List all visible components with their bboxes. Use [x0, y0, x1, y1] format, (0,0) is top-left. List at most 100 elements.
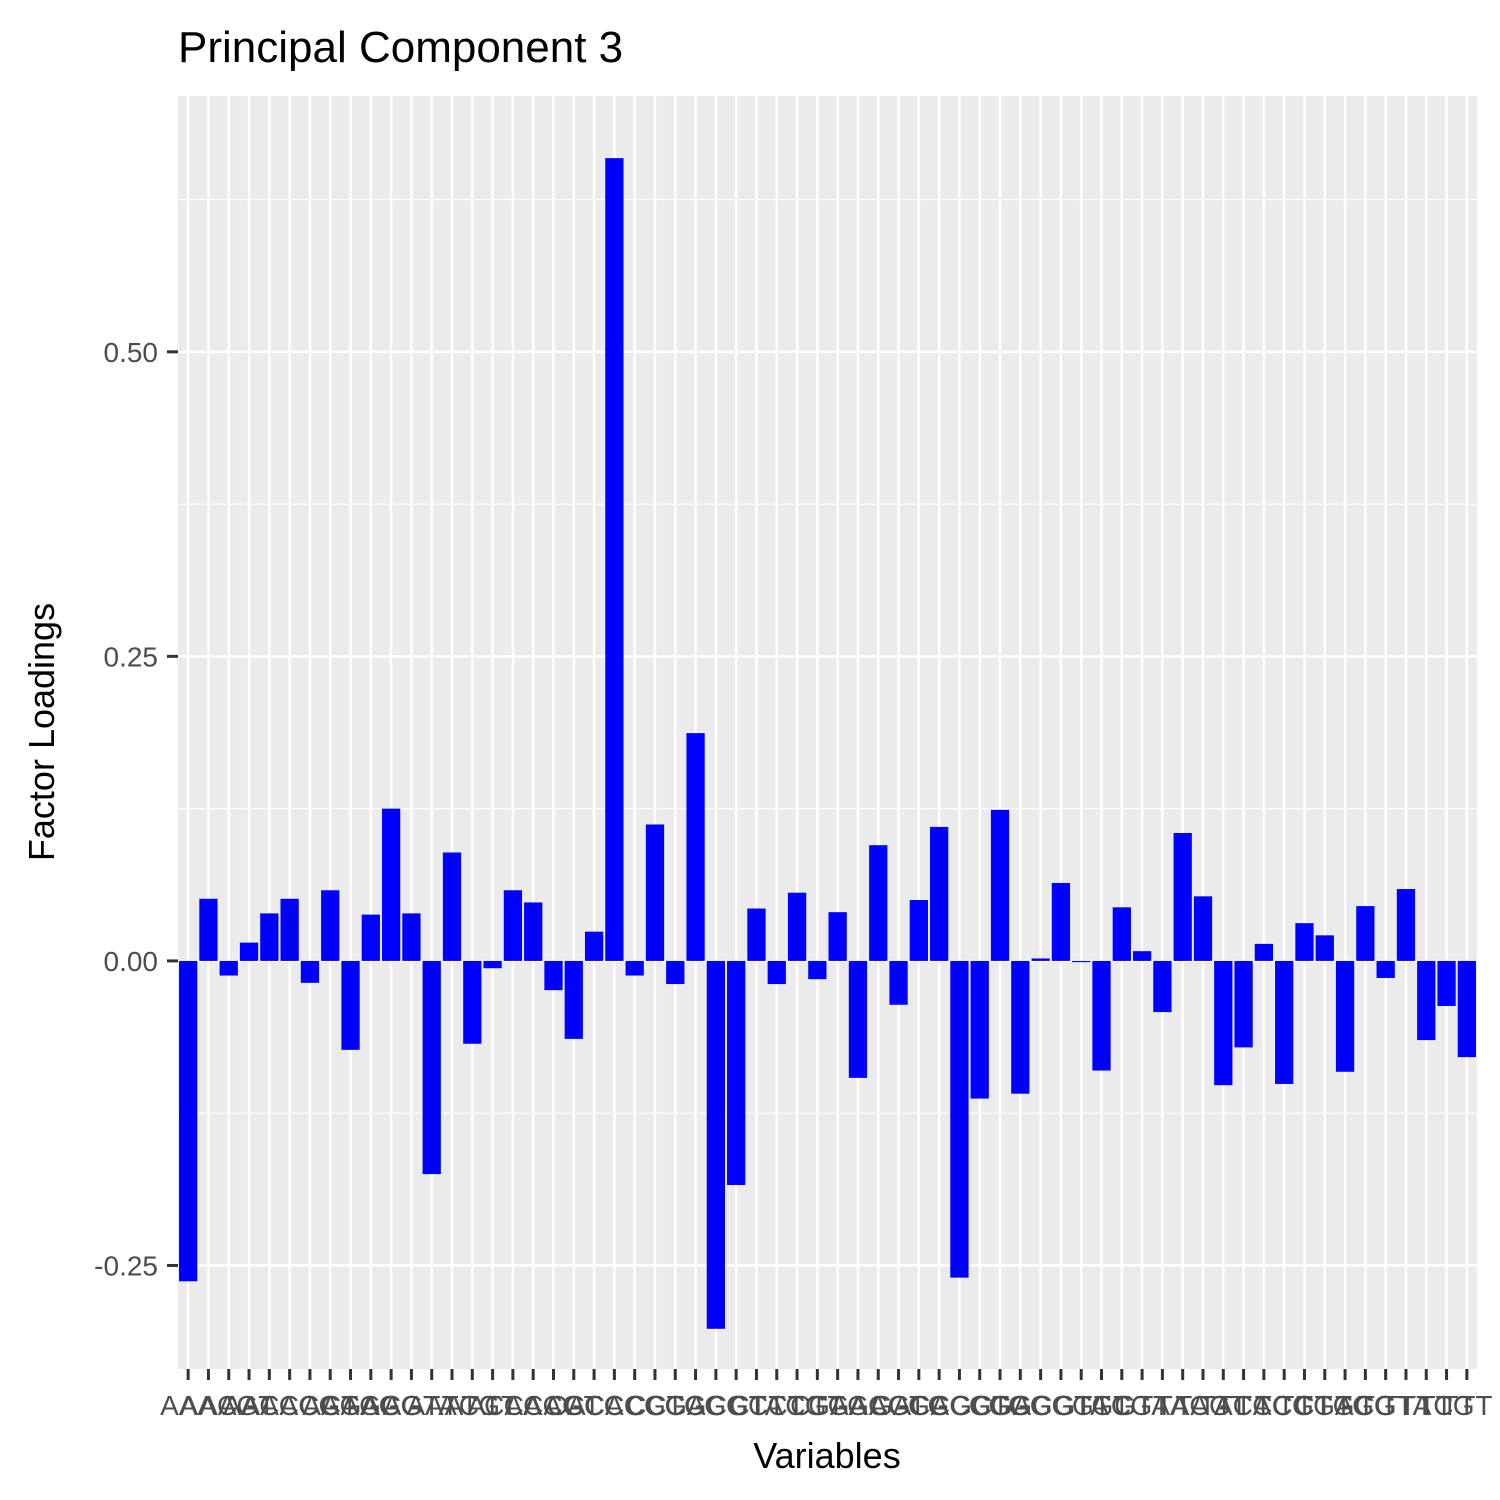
bar-ACG: [300, 960, 320, 983]
bar-AAA: [179, 960, 198, 1282]
x-tick-label-CAT: CAT: [547, 1390, 601, 1421]
x-tick-label-TTA: TTA: [1381, 1390, 1432, 1421]
x-tick-label-CCT: CCT: [626, 1390, 684, 1421]
bar-TGT: [1376, 960, 1395, 978]
bars: [179, 158, 1476, 1329]
x-axis-title: Variables: [753, 1435, 900, 1476]
x-tick-label-AAC: AAC: [180, 1390, 238, 1421]
bar-AAC: [199, 898, 218, 961]
bar-TAT: [1214, 960, 1233, 1086]
x-tick-label-CGG: CGG: [684, 1390, 748, 1421]
x-tick-label-TGA: TGA: [1296, 1390, 1354, 1421]
x-tick-label-TAT: TAT: [1199, 1390, 1248, 1421]
x-tick-label-AAG: AAG: [199, 1390, 258, 1421]
x-tick-label-TGC: TGC: [1316, 1390, 1375, 1421]
bar-TGC: [1335, 960, 1355, 1072]
chart-title: Principal Component 3: [178, 23, 623, 72]
bar-ATA: [422, 960, 441, 1175]
bar-CAA: [503, 890, 523, 961]
x-tick-label-TAC: TAC: [1156, 1390, 1210, 1421]
bar-GTG: [1112, 907, 1131, 961]
x-tick-label-CAG: CAG: [523, 1390, 584, 1421]
bar-TAC: [1173, 833, 1192, 961]
bar-CTG: [787, 892, 807, 961]
bar-TTC: [1417, 960, 1436, 1041]
x-tick-label-AGT: AGT: [383, 1390, 441, 1421]
bar-CGG: [706, 960, 726, 1329]
bar-ACA: [260, 913, 279, 961]
bar-GAG: [869, 845, 888, 961]
bar-CAC: [524, 902, 543, 961]
x-tick-label-GAC: GAC: [828, 1390, 889, 1421]
x-tick-label-TCG: TCG: [1255, 1390, 1314, 1421]
x-tick-label-ATG: ATG: [445, 1390, 500, 1421]
bar-TGG: [1356, 906, 1375, 961]
x-tick-label-ACG: ACG: [280, 1390, 341, 1421]
bar-AGC: [361, 914, 380, 961]
bar-GGT: [1051, 882, 1071, 961]
y-axis: -0.25 0.00 0.25 0.50: [94, 337, 178, 1281]
y-tick-label: 0.00: [104, 946, 159, 977]
x-tick-label-AGA: AGA: [321, 1390, 380, 1421]
bar-GAT: [889, 960, 908, 1005]
x-tick-label-GAA: GAA: [808, 1390, 867, 1421]
bar-AGA: [341, 960, 360, 1050]
bar-CAG: [544, 960, 563, 991]
x-tick-label-TCA: TCA: [1216, 1390, 1272, 1421]
x-tick-label-CGC: CGC: [664, 1390, 726, 1421]
y-axis-title: Factor Loadings: [21, 603, 62, 861]
x-tick-label-CCC: CCC: [584, 1390, 645, 1421]
x-tick-label-TCT: TCT: [1277, 1390, 1331, 1421]
y-tick-label: 0.50: [104, 337, 159, 368]
bar-TGA: [1315, 935, 1334, 961]
x-tick-label-GGC: GGC: [988, 1390, 1052, 1421]
x-tick-label-ATA: ATA: [407, 1390, 458, 1421]
x-tick-label-CTT: CTT: [790, 1390, 844, 1421]
bar-ATC: [442, 852, 462, 961]
x-tick-label-GGA: GGA: [969, 1390, 1032, 1421]
x-tick-label-TAA: TAA: [1136, 1390, 1189, 1421]
x-tick-label-GGG: GGG: [1008, 1390, 1073, 1421]
x-tick-label-AAT: AAT: [223, 1390, 275, 1421]
bar-ATG: [463, 960, 482, 1044]
x-tick-label-GGT: GGT: [1031, 1390, 1092, 1421]
x-tick-label-GCG: GCG: [928, 1390, 992, 1421]
bar-TCG: [1275, 960, 1294, 1084]
bar-GCT: [970, 960, 989, 1099]
x-tick-label-CTG: CTG: [768, 1390, 827, 1421]
bar-GCC: [929, 826, 949, 961]
bar-AGT: [402, 913, 421, 961]
bar-TTG: [1437, 960, 1456, 1006]
bar-ACT: [321, 890, 340, 961]
bar-GTA: [1072, 960, 1091, 963]
bar-GAC: [848, 960, 868, 1078]
bar-TAG: [1193, 896, 1213, 961]
y-tick-label: 0.25: [104, 641, 159, 672]
x-tick-label-TTG: TTG: [1419, 1390, 1475, 1421]
bar-GCG: [950, 960, 969, 1278]
bar-CCT: [645, 824, 665, 961]
bar-CCA: [584, 931, 604, 961]
x-tick-label-GTC: GTC: [1072, 1390, 1131, 1421]
bar-CGC: [686, 733, 705, 961]
bar-GGC: [1011, 960, 1030, 1094]
bar-GTT: [1132, 951, 1152, 961]
bar-CGT: [727, 960, 746, 1186]
x-tick-label-GTG: GTG: [1091, 1390, 1152, 1421]
bar-GAA: [828, 912, 847, 961]
bar-ACC: [280, 898, 299, 961]
x-tick-label-ACT: ACT: [302, 1390, 358, 1421]
bar-TCA: [1234, 960, 1253, 1048]
bar-GGG: [1031, 958, 1050, 961]
bar-AAG: [219, 960, 238, 976]
x-tick-label-TGG: TGG: [1335, 1390, 1396, 1421]
x-tick-label-AAA: AAA: [160, 1390, 216, 1421]
x-tick-label-TGT: TGT: [1358, 1390, 1414, 1421]
bar-GGA: [990, 809, 1010, 961]
bar-AAT: [239, 942, 259, 961]
bar-CTC: [767, 960, 786, 985]
x-tick-label-GAG: GAG: [847, 1390, 909, 1421]
x-tick-label-TTC: TTC: [1399, 1390, 1453, 1421]
x-tick-label-GCC: GCC: [908, 1390, 970, 1421]
